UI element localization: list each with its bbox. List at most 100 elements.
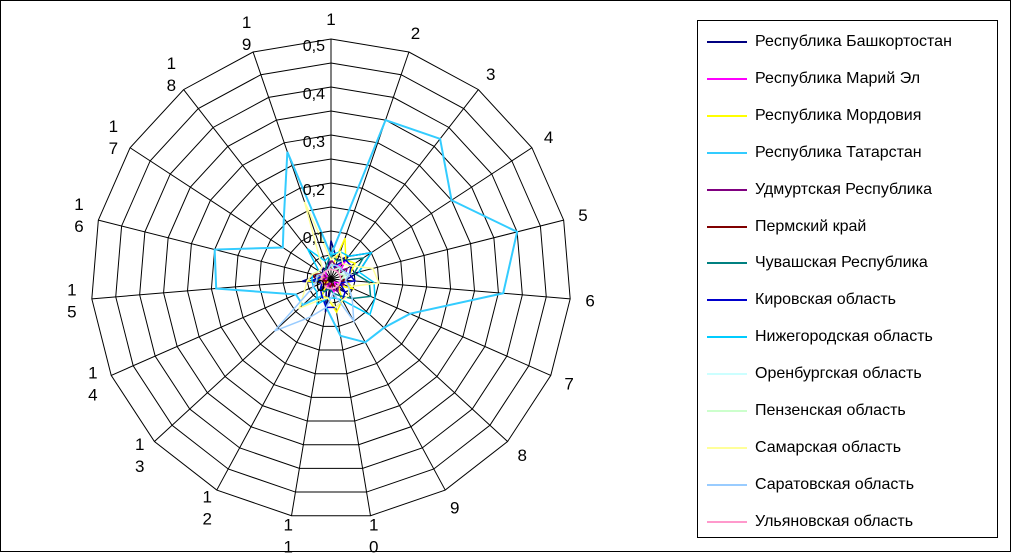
axis-spoke bbox=[330, 278, 508, 442]
legend-swatch bbox=[707, 188, 747, 191]
legend-swatch bbox=[707, 262, 747, 265]
grid-ring bbox=[163, 110, 499, 446]
legend-item: Удмуртская Республика bbox=[698, 180, 998, 200]
legend-label: Самарская область bbox=[755, 438, 902, 456]
legend-label: Кировская область bbox=[755, 291, 896, 309]
grid-ring bbox=[91, 38, 571, 517]
legend-swatch bbox=[707, 114, 747, 117]
legend-swatch bbox=[707, 299, 747, 302]
legend-label: Республика Мордовия bbox=[755, 106, 922, 124]
legend-item: Самарская область bbox=[698, 438, 998, 458]
grid-ring bbox=[258, 206, 404, 351]
axis-label: 2 bbox=[411, 24, 420, 43]
legend-item: Республика Татарстан bbox=[698, 143, 998, 163]
legend-item: Кировская область bbox=[698, 290, 998, 310]
grid-ring bbox=[139, 86, 523, 469]
grid-ring bbox=[282, 230, 380, 327]
tick-label: 0,5 bbox=[303, 38, 325, 55]
series-line bbox=[273, 263, 355, 332]
axis-spoke bbox=[183, 89, 332, 280]
axis-label: 4 bbox=[544, 128, 553, 147]
legend-item: Республика Марий Эл bbox=[698, 69, 998, 89]
legend-label: Пермский край bbox=[755, 217, 867, 235]
axis-spoke bbox=[129, 147, 332, 280]
legend-item: Оренбургская область bbox=[698, 364, 998, 384]
legend-item: Нижегородская область bbox=[698, 327, 998, 347]
radar-grid bbox=[91, 38, 571, 517]
tick-label: 0,4 bbox=[303, 86, 325, 103]
legend-label: Республика Марий Эл bbox=[755, 69, 921, 87]
axis-spoke bbox=[291, 278, 332, 516]
tick-label: 0,3 bbox=[303, 134, 325, 151]
axis-spoke bbox=[330, 89, 479, 280]
grid-ring bbox=[186, 134, 476, 422]
legend-item: Республика Мордовия bbox=[698, 106, 998, 126]
axis-label: 8 bbox=[518, 446, 527, 465]
axis-spoke bbox=[330, 278, 571, 300]
axis-spoke bbox=[330, 278, 371, 516]
axis-label: 3 bbox=[486, 65, 495, 84]
axis-spoke bbox=[330, 278, 551, 376]
legend-item: Республика Башкортостан bbox=[698, 32, 998, 52]
axis-label: 5 bbox=[578, 206, 587, 225]
legend-swatch bbox=[707, 520, 747, 523]
legend-label: Чувашская Республика bbox=[755, 254, 928, 272]
legend-label: Оренбургская область bbox=[755, 365, 922, 383]
axis-spoke bbox=[330, 147, 533, 280]
tick-label: 0 bbox=[316, 278, 325, 295]
grid-ring bbox=[115, 62, 547, 493]
legend-label: Ульяновская область bbox=[755, 512, 914, 530]
legend-item: Чувашская Республика bbox=[698, 253, 998, 273]
axis-spoke bbox=[216, 278, 332, 491]
grid-ring bbox=[234, 182, 428, 375]
legend-swatch bbox=[707, 151, 747, 154]
legend-swatch bbox=[707, 410, 747, 412]
series-line bbox=[298, 201, 380, 310]
legend-swatch bbox=[707, 225, 747, 228]
axis-spoke bbox=[154, 278, 332, 442]
legend-item: Пензенская область bbox=[698, 401, 998, 421]
axis-spoke bbox=[330, 219, 564, 280]
legend-label: Саратовская область bbox=[755, 475, 915, 493]
tick-labels: 0 0,1 0,2 0,3 0,4 0,5 bbox=[303, 38, 325, 295]
axis-spoke bbox=[111, 278, 332, 376]
series-line bbox=[213, 118, 519, 344]
axis-label: 9 bbox=[450, 499, 459, 518]
axis-label: 1 bbox=[326, 10, 335, 29]
legend-swatch bbox=[707, 483, 747, 486]
axis-label: 6 bbox=[585, 291, 594, 310]
legend-label: Пензенская область bbox=[755, 402, 906, 419]
legend-label: Удмуртская Республика bbox=[755, 180, 932, 198]
legend-swatch bbox=[707, 336, 747, 339]
tick-label: 0,2 bbox=[303, 182, 325, 199]
axis-label: 7 bbox=[564, 374, 573, 393]
legend-swatch bbox=[707, 373, 747, 376]
legend: Республика Башкортостан Республика Марий … bbox=[697, 20, 998, 538]
axis-spoke bbox=[330, 278, 446, 491]
legend-label: Республика Татарстан bbox=[755, 143, 922, 161]
legend-swatch bbox=[707, 77, 747, 80]
legend-label: Нижегородская область bbox=[755, 328, 933, 346]
grid-ring bbox=[210, 158, 452, 398]
series-layer bbox=[213, 118, 519, 344]
axis-spoke bbox=[252, 51, 332, 280]
series-line bbox=[320, 268, 342, 290]
legend-item: Пермский край bbox=[698, 217, 998, 237]
tick-label: 0,1 bbox=[303, 230, 325, 247]
axis-spoke bbox=[91, 278, 332, 300]
legend-item: Ульяновская область bbox=[698, 512, 998, 532]
legend-swatch bbox=[707, 446, 747, 449]
